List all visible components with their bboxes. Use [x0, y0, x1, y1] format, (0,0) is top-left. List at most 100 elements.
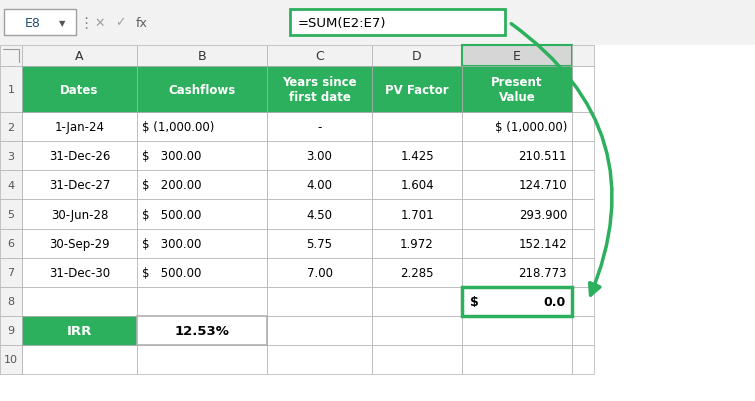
- Text: 4: 4: [8, 180, 14, 190]
- Bar: [267, 258, 372, 287]
- Bar: [0, 46, 755, 401]
- Text: 31-Dec-26: 31-Dec-26: [49, 150, 110, 163]
- Text: E: E: [513, 50, 521, 63]
- Text: $   300.00: $ 300.00: [142, 237, 202, 250]
- Text: $   200.00: $ 200.00: [142, 179, 202, 192]
- Bar: [290, 10, 505, 36]
- Text: 7.00: 7.00: [307, 266, 332, 279]
- Text: -: -: [317, 121, 322, 134]
- Text: 30-Sep-29: 30-Sep-29: [49, 237, 109, 250]
- Text: =SUM(E2:E7): =SUM(E2:E7): [298, 16, 387, 30]
- Bar: [462, 46, 572, 67]
- Bar: [137, 142, 267, 171]
- Bar: [372, 67, 462, 113]
- Bar: [462, 229, 572, 258]
- Bar: [0, 171, 22, 200]
- Text: 218.773: 218.773: [519, 266, 567, 279]
- Text: 6: 6: [8, 239, 14, 249]
- Bar: [137, 287, 267, 316]
- Bar: [372, 200, 462, 229]
- Bar: [267, 113, 372, 142]
- Text: Years since
first date: Years since first date: [282, 76, 357, 104]
- Bar: [372, 46, 462, 67]
- Bar: [572, 229, 594, 258]
- Bar: [462, 258, 572, 287]
- Bar: [137, 200, 267, 229]
- Bar: [137, 316, 267, 345]
- Text: ▼: ▼: [59, 18, 65, 28]
- Bar: [267, 171, 372, 200]
- Text: 152.142: 152.142: [519, 237, 567, 250]
- Bar: [462, 287, 572, 316]
- Text: B: B: [198, 50, 206, 63]
- Text: A: A: [76, 50, 84, 63]
- Bar: [22, 258, 137, 287]
- Text: 1-Jan-24: 1-Jan-24: [54, 121, 104, 134]
- Bar: [22, 316, 137, 345]
- Text: 31-Dec-30: 31-Dec-30: [49, 266, 110, 279]
- Text: 2: 2: [8, 123, 14, 132]
- Bar: [137, 171, 267, 200]
- Bar: [462, 113, 572, 142]
- Text: 10: 10: [4, 354, 18, 365]
- Bar: [22, 142, 137, 171]
- Bar: [267, 67, 372, 113]
- Bar: [572, 142, 594, 171]
- Text: D: D: [412, 50, 422, 63]
- Text: 1: 1: [8, 85, 14, 95]
- Bar: [267, 200, 372, 229]
- Bar: [372, 316, 462, 345]
- Bar: [267, 46, 372, 67]
- Bar: [137, 287, 267, 316]
- Text: E8: E8: [25, 16, 41, 30]
- Bar: [572, 287, 594, 316]
- Text: Cashflows: Cashflows: [168, 83, 236, 97]
- Bar: [462, 67, 572, 113]
- Text: 31-Dec-27: 31-Dec-27: [49, 179, 110, 192]
- Bar: [4, 10, 76, 36]
- Bar: [267, 287, 372, 316]
- Bar: [572, 67, 594, 113]
- Text: 1.701: 1.701: [400, 208, 434, 221]
- Bar: [22, 200, 137, 229]
- Bar: [137, 46, 267, 67]
- Text: 7: 7: [8, 267, 14, 277]
- Text: 8: 8: [8, 296, 14, 306]
- Bar: [267, 229, 372, 258]
- Bar: [267, 287, 372, 316]
- Bar: [22, 229, 137, 258]
- Bar: [267, 316, 372, 345]
- Text: 210.511: 210.511: [519, 150, 567, 163]
- Bar: [372, 113, 462, 142]
- Bar: [22, 171, 137, 200]
- Bar: [572, 345, 594, 374]
- Text: Dates: Dates: [60, 83, 99, 97]
- Text: 1.425: 1.425: [400, 150, 434, 163]
- Bar: [0, 258, 22, 287]
- Bar: [137, 316, 267, 345]
- Text: 1.604: 1.604: [400, 179, 434, 192]
- Bar: [372, 67, 462, 113]
- Bar: [22, 345, 137, 374]
- Bar: [137, 113, 267, 142]
- Bar: [0, 0, 755, 46]
- Bar: [0, 46, 22, 67]
- Text: 3: 3: [8, 152, 14, 162]
- Bar: [372, 171, 462, 200]
- Bar: [137, 67, 267, 113]
- Text: $: $: [470, 295, 479, 308]
- Bar: [267, 67, 372, 113]
- Bar: [22, 67, 137, 113]
- Bar: [372, 287, 462, 316]
- Text: 4.00: 4.00: [307, 179, 332, 192]
- Bar: [0, 200, 22, 229]
- Text: $ (1,000.00): $ (1,000.00): [495, 121, 567, 134]
- Bar: [22, 287, 137, 316]
- Bar: [137, 345, 267, 374]
- Text: $   500.00: $ 500.00: [142, 266, 202, 279]
- Bar: [572, 200, 594, 229]
- Text: ⋮: ⋮: [79, 16, 94, 30]
- Bar: [372, 229, 462, 258]
- Bar: [22, 287, 137, 316]
- Text: C: C: [315, 50, 324, 63]
